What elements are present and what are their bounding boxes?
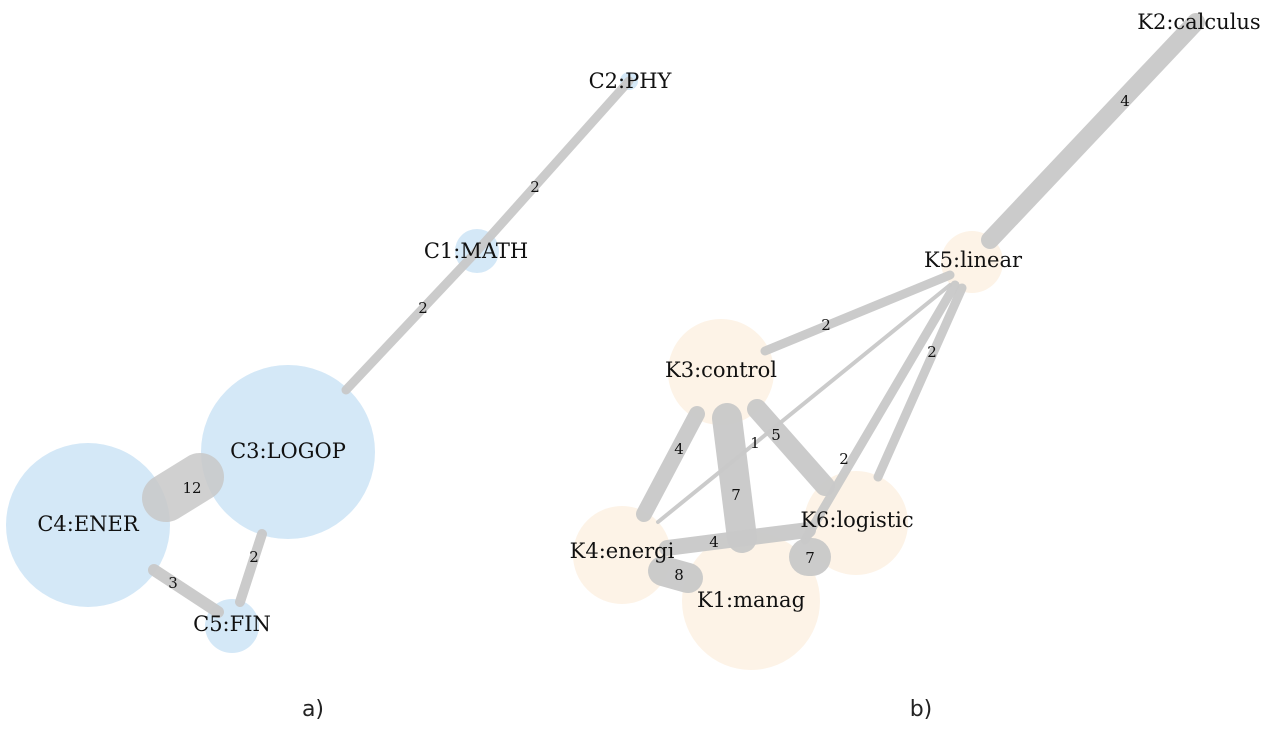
- edge-k4-k1: [648, 556, 703, 593]
- edge-k5-k4: [656, 283, 952, 524]
- edge-label-k3-k4: 4: [674, 440, 684, 458]
- edge-c1-c3: [341, 246, 482, 395]
- edge-label-c3-c5: 2: [249, 548, 259, 566]
- panel-b: 4 2 1 2 2 4 7 5 4 8 7 K1:manag K2:calcul…: [570, 10, 1261, 722]
- edge-k2-k5: [981, 13, 1205, 249]
- edge-label-k1-k6: 7: [805, 549, 815, 567]
- edge-label-k5-k1: 2: [839, 450, 849, 468]
- edge-label-c2-c1: 2: [530, 178, 540, 196]
- edge-k5-k3: [760, 270, 955, 356]
- node-label-k3: K3:control: [665, 358, 777, 382]
- edge-label-k4-k1: 8: [674, 566, 684, 584]
- edge-k4-k6: [659, 522, 816, 556]
- node-label-c2: C2:PHY: [589, 69, 673, 93]
- edge-k5-k6: [873, 283, 967, 482]
- panel-a-label: a): [302, 697, 324, 722]
- node-label-c3: C3:LOGOP: [230, 439, 346, 463]
- node-label-c5: C5:FIN: [193, 612, 271, 636]
- edge-label-c4-c5: 3: [168, 574, 178, 592]
- edge-label-k3-k6: 5: [771, 426, 781, 444]
- edge-k3-k1: [712, 403, 757, 553]
- node-k3-circle: [668, 319, 774, 425]
- panel-a-edge-labels: 2 2 12 2 3: [168, 178, 540, 592]
- edge-c2-c1: [472, 76, 634, 256]
- panel-b-edge-labels: 4 2 1 2 2 4 7 5 4 8 7: [674, 92, 1130, 584]
- node-label-k2: K2:calculus: [1137, 10, 1260, 34]
- edge-label-k5-k4: 1: [750, 434, 760, 452]
- node-label-c4: C4:ENER: [37, 512, 140, 536]
- panel-b-nodes: [573, 13, 1205, 670]
- panel-b-edges: [636, 13, 1205, 593]
- panel-a-node-labels: C1:MATH C2:PHY C3:LOGOP C4:ENER C5:FIN: [37, 69, 672, 636]
- panel-a-edges: [142, 76, 634, 618]
- panel-b-label: b): [910, 697, 933, 722]
- panel-a: 2 2 12 2 3 C1:MATH C2:PHY C3:LOGOP C4:EN…: [6, 69, 673, 722]
- edge-label-c3-c4: 12: [182, 479, 201, 497]
- panel-b-node-labels: K1:manag K2:calculus K3:control K4:energ…: [570, 10, 1261, 612]
- node-label-k6: K6:logistic: [800, 508, 913, 532]
- edge-label-c1-c3: 2: [418, 299, 428, 317]
- edge-c3-c4: [142, 453, 224, 522]
- edge-label-k3-k1: 7: [731, 486, 741, 504]
- node-c4-circle: [6, 443, 170, 607]
- edge-k5-k1: [800, 280, 960, 545]
- edge-label-k5-k6: 2: [927, 343, 937, 361]
- node-k1-circle: [682, 532, 820, 670]
- edge-k3-k4: [636, 406, 705, 522]
- node-label-k5: K5:linear: [924, 248, 1023, 272]
- node-label-k1: K1:manag: [697, 588, 805, 612]
- panel-a-nodes: [6, 72, 638, 653]
- node-label-k4: K4:energi: [570, 539, 675, 563]
- node-c3-circle: [201, 365, 375, 539]
- edge-label-k4-k6: 4: [709, 533, 719, 551]
- node-k4-circle: [573, 506, 671, 604]
- edge-k3-k6: [747, 399, 835, 496]
- node-label-c1: C1:MATH: [424, 239, 528, 263]
- edge-label-k5-k3: 2: [821, 316, 831, 334]
- edge-c3-c5: [235, 529, 267, 607]
- edge-c4-c5: [148, 564, 224, 618]
- edge-label-k2-k5: 4: [1120, 92, 1130, 110]
